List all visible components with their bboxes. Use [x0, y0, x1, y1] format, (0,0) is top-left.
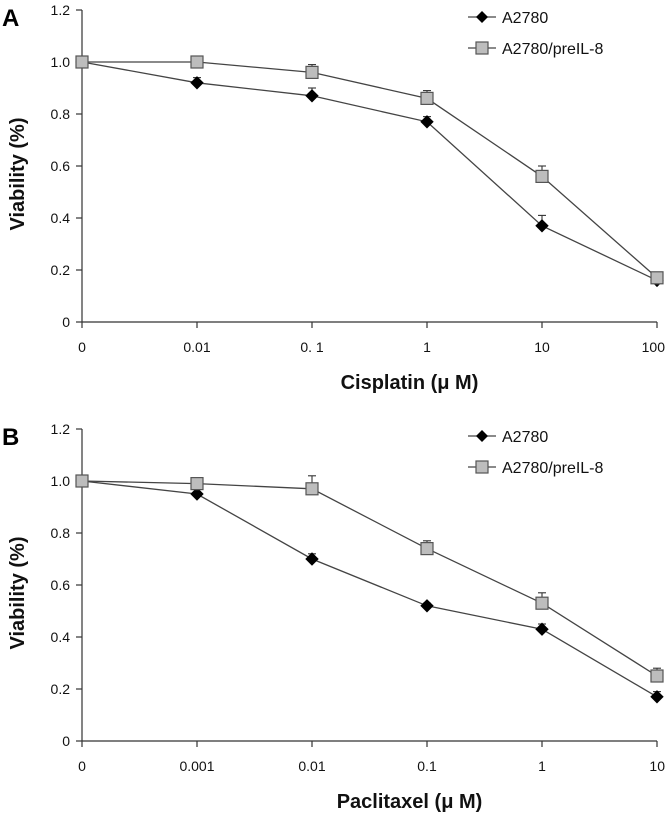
data-point-square — [420, 91, 434, 106]
data-point-square — [420, 541, 434, 556]
x-tick-label: 10 — [534, 339, 550, 355]
y-axis-title: Viability (%) — [7, 537, 29, 650]
data-point-square — [535, 169, 549, 183]
y-tick-label: 0.4 — [51, 629, 71, 645]
x-tick-label: 0.01 — [298, 758, 325, 774]
legend-label: A2780/preIL-8 — [502, 460, 604, 477]
chart-panel-b: B 0 0.2 0.4 0.6 0.8 1.0 1.2 0 0.001 0.01 0.1 1 10 Pacl… — [2, 421, 665, 813]
data-point-diamond — [535, 622, 549, 636]
data-point-diamond — [420, 599, 434, 613]
x-tick-label: 0 — [78, 339, 86, 355]
data-point-square — [190, 55, 204, 69]
data-point-square — [75, 55, 89, 69]
data-point-square — [650, 271, 664, 285]
x-tick-label: 0.01 — [183, 339, 210, 355]
x-axis-title: Paclitaxel (μ M) — [337, 791, 483, 813]
panel-label: A — [2, 5, 19, 32]
y-tick-label: 0.4 — [51, 210, 71, 226]
y-tick-label: 0 — [62, 733, 70, 749]
data-point-diamond — [535, 219, 549, 233]
y-tick-label: 0.8 — [51, 106, 71, 122]
data-point-diamond — [305, 552, 319, 566]
data-point-diamond — [190, 76, 204, 90]
x-axis-title: Cisplatin (μ M) — [341, 372, 479, 394]
y-tick-label: 0.6 — [51, 577, 71, 593]
y-tick-label: 0.8 — [51, 525, 71, 541]
legend-marker-diamond — [476, 430, 488, 442]
x-tick-label: 0. 1 — [300, 339, 324, 355]
legend-marker-square — [475, 41, 489, 55]
y-tick-label: 1.2 — [51, 421, 71, 437]
y-tick-label: 1.2 — [51, 2, 71, 18]
panel-label: B — [2, 424, 19, 451]
data-point-diamond — [305, 89, 319, 103]
x-tick-label: 1 — [538, 758, 546, 774]
x-tick-label: 1 — [423, 339, 431, 355]
y-tick-label: 0.2 — [51, 262, 71, 278]
data-point-square — [535, 596, 549, 610]
data-point-square — [75, 474, 89, 488]
x-tick-label: 10 — [649, 758, 665, 774]
y-tick-label: 1.0 — [51, 54, 71, 70]
data-point-diamond — [420, 115, 434, 129]
y-tick-label: 1.0 — [51, 473, 71, 489]
series-line-0 — [81, 61, 658, 281]
y-axis-title: Viability (%) — [7, 118, 29, 231]
series-line-1 — [81, 480, 658, 677]
series-line-1 — [82, 61, 658, 279]
y-tick-label: 0.2 — [51, 681, 71, 697]
data-point-diamond — [190, 487, 204, 501]
data-point-square — [650, 669, 664, 683]
x-tick-label: 0 — [78, 758, 86, 774]
series-line-0 — [81, 480, 658, 698]
chart-panel-a: A 0 0.2 0.4 0.6 0.8 1.0 1.2 0 0.01 0. 1 1 10 100 Cispl… — [2, 2, 666, 394]
data-point-square — [190, 476, 204, 491]
x-tick-label: 0.1 — [417, 758, 437, 774]
x-tick-label: 0.001 — [179, 758, 214, 774]
legend-label: A2780/preIL-8 — [502, 41, 604, 58]
y-tick-label: 0.6 — [51, 158, 71, 174]
legend-marker-square — [475, 460, 489, 474]
data-point-square — [305, 482, 319, 496]
legend-label: A2780 — [502, 10, 548, 27]
y-tick-label: 0 — [62, 314, 70, 330]
legend-marker-diamond — [476, 11, 488, 23]
data-point-square — [305, 65, 319, 80]
data-point-diamond — [650, 690, 664, 704]
legend-label: A2780 — [502, 429, 548, 446]
x-tick-label: 100 — [642, 339, 666, 355]
